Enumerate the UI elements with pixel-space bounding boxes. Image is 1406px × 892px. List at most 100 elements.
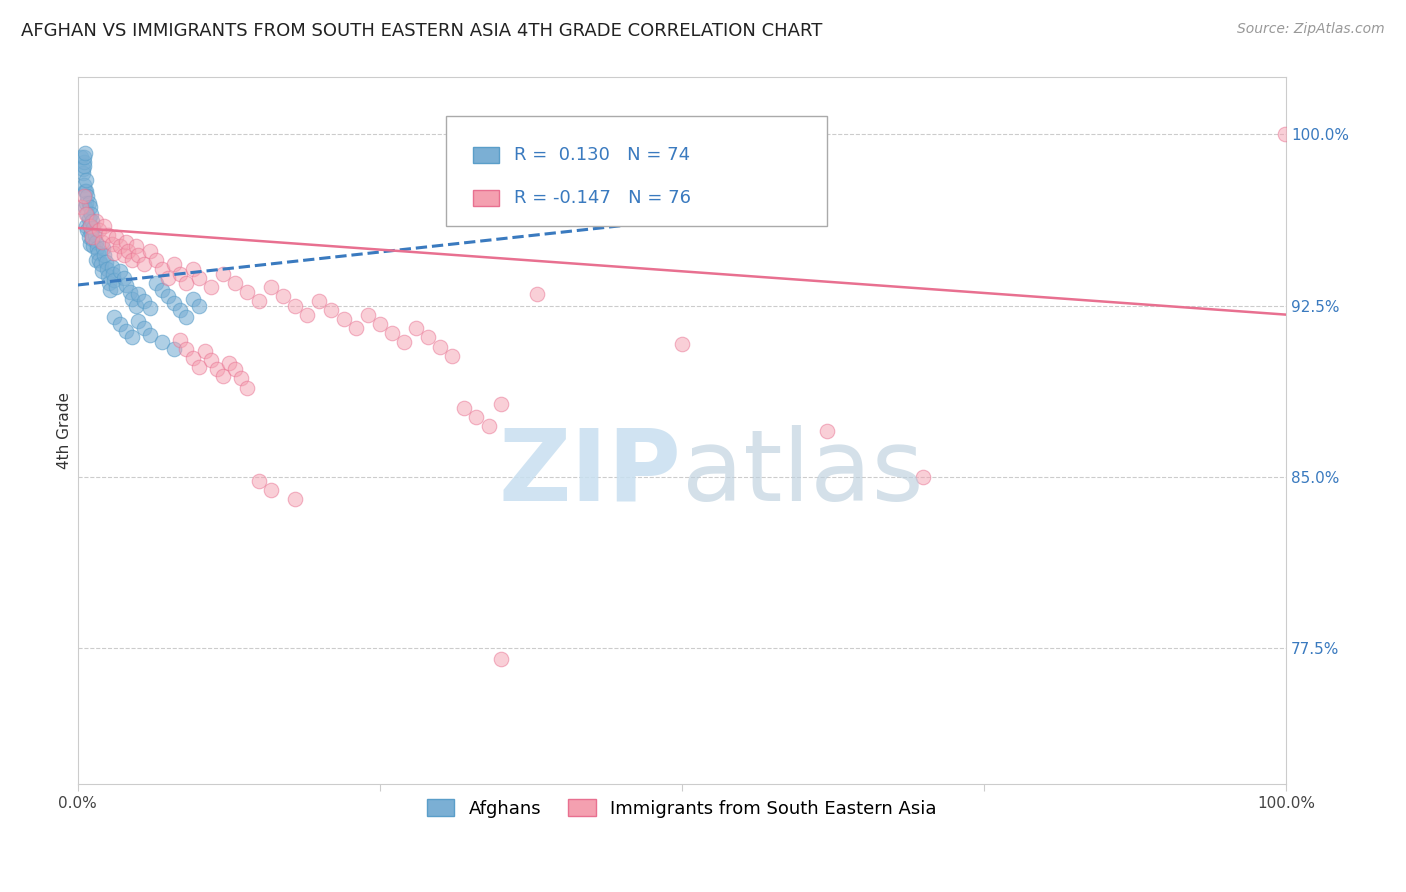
Point bbox=[181, 351, 204, 365]
Point bbox=[108, 239, 131, 253]
Point bbox=[429, 340, 451, 354]
Point bbox=[79, 201, 101, 215]
Point bbox=[98, 283, 121, 297]
Point bbox=[91, 242, 114, 256]
Point bbox=[90, 264, 112, 278]
Point bbox=[453, 401, 475, 416]
Point bbox=[194, 344, 217, 359]
Point bbox=[93, 248, 115, 262]
Point bbox=[72, 161, 94, 176]
Text: AFGHAN VS IMMIGRANTS FROM SOUTH EASTERN ASIA 4TH GRADE CORRELATION CHART: AFGHAN VS IMMIGRANTS FROM SOUTH EASTERN … bbox=[21, 22, 823, 40]
Text: R = -0.147   N = 76: R = -0.147 N = 76 bbox=[515, 189, 690, 207]
Point bbox=[125, 239, 148, 253]
Point bbox=[82, 214, 104, 228]
Point bbox=[127, 248, 149, 262]
Point bbox=[86, 242, 108, 256]
Point bbox=[79, 219, 101, 233]
Point bbox=[187, 360, 209, 375]
Point bbox=[90, 257, 112, 271]
Point bbox=[139, 301, 162, 315]
Point bbox=[284, 492, 307, 507]
Point bbox=[105, 280, 128, 294]
FancyBboxPatch shape bbox=[446, 116, 827, 226]
Point bbox=[392, 334, 415, 349]
Point bbox=[105, 230, 128, 244]
Point bbox=[125, 298, 148, 312]
Point bbox=[211, 267, 233, 281]
Point bbox=[163, 342, 186, 356]
Point bbox=[187, 298, 209, 312]
Point bbox=[157, 271, 180, 285]
Point bbox=[344, 321, 367, 335]
Point bbox=[117, 244, 139, 258]
Point bbox=[73, 160, 96, 174]
Point bbox=[150, 262, 173, 277]
Point bbox=[98, 276, 121, 290]
Point bbox=[73, 185, 96, 199]
Point bbox=[157, 289, 180, 303]
Point bbox=[84, 252, 107, 267]
Point bbox=[80, 226, 103, 240]
Point bbox=[97, 227, 120, 242]
Point bbox=[229, 371, 252, 385]
Point bbox=[489, 396, 512, 410]
Point bbox=[271, 289, 294, 303]
Point bbox=[75, 185, 97, 199]
Point bbox=[211, 369, 233, 384]
Point bbox=[82, 232, 104, 246]
Point bbox=[94, 255, 117, 269]
Point bbox=[145, 276, 167, 290]
Point bbox=[163, 257, 186, 271]
Point bbox=[477, 419, 499, 434]
Point bbox=[260, 483, 283, 498]
Point bbox=[526, 287, 548, 301]
Point bbox=[815, 424, 838, 438]
Point bbox=[321, 303, 343, 318]
Point bbox=[73, 178, 96, 192]
Point bbox=[127, 314, 149, 328]
Point bbox=[181, 262, 204, 277]
Point bbox=[308, 293, 330, 308]
Point bbox=[671, 337, 693, 351]
Point bbox=[205, 362, 228, 376]
Point bbox=[169, 333, 191, 347]
FancyBboxPatch shape bbox=[472, 190, 499, 206]
Point bbox=[89, 252, 111, 267]
Point bbox=[465, 410, 488, 425]
Point bbox=[176, 276, 198, 290]
Point bbox=[83, 227, 105, 242]
Point bbox=[139, 328, 162, 343]
Point bbox=[134, 293, 156, 308]
Point bbox=[150, 283, 173, 297]
Point bbox=[332, 312, 354, 326]
Point bbox=[118, 285, 141, 299]
Point bbox=[73, 145, 96, 160]
FancyBboxPatch shape bbox=[472, 147, 499, 162]
Point bbox=[112, 271, 135, 285]
Point bbox=[441, 349, 464, 363]
Point bbox=[75, 219, 97, 233]
Point bbox=[139, 244, 162, 258]
Point bbox=[93, 219, 115, 233]
Text: R =  0.130   N = 74: R = 0.130 N = 74 bbox=[515, 146, 690, 164]
Point bbox=[115, 277, 138, 292]
Point bbox=[260, 280, 283, 294]
Point bbox=[82, 221, 104, 235]
Point bbox=[82, 239, 104, 253]
Point bbox=[77, 211, 100, 226]
Point bbox=[176, 342, 198, 356]
Point bbox=[72, 166, 94, 180]
Point bbox=[181, 292, 204, 306]
Point bbox=[108, 317, 131, 331]
Point bbox=[112, 248, 135, 262]
Point bbox=[73, 150, 96, 164]
Point bbox=[103, 310, 125, 324]
Point bbox=[79, 236, 101, 251]
Point bbox=[103, 273, 125, 287]
Point bbox=[84, 214, 107, 228]
Point bbox=[1274, 128, 1296, 142]
Point bbox=[163, 296, 186, 310]
Point bbox=[127, 287, 149, 301]
Point bbox=[75, 207, 97, 221]
Point bbox=[218, 355, 240, 369]
